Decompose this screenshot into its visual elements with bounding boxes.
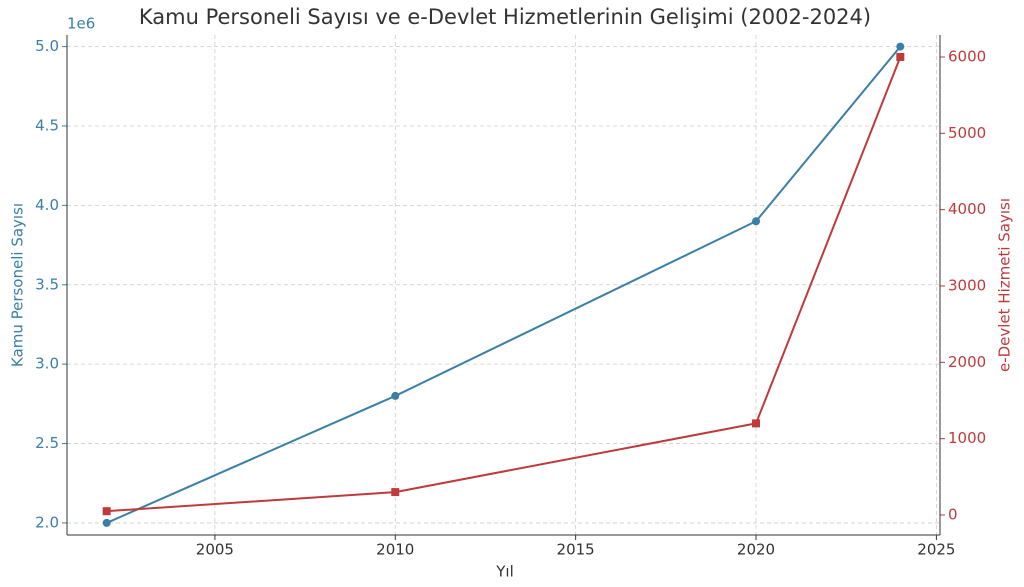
y2-tick-label: 2000 — [948, 353, 986, 371]
y2-axis-label: e-Devlet Hizmeti Sayısı — [996, 198, 1014, 372]
x-tick-label: 2025 — [917, 541, 955, 559]
marker — [896, 42, 905, 51]
y-tick-label: 3.5 — [35, 275, 59, 293]
y-tick-label: 2.5 — [35, 434, 59, 452]
marker — [752, 419, 761, 428]
marker — [102, 518, 111, 527]
y2-tick-label: 0 — [948, 506, 958, 524]
y2-tick-label: 3000 — [948, 276, 986, 294]
y-tick-label: 4.5 — [35, 116, 59, 134]
line — [106, 45, 902, 524]
x-tick-label: 2010 — [376, 541, 414, 559]
y-tick-label: 3.0 — [35, 355, 59, 373]
x-axis-label: Yıl — [495, 563, 514, 581]
y-tick-label: 4.0 — [35, 196, 59, 214]
y2-tick-label: 5000 — [948, 124, 986, 142]
y-tick-label: 5.0 — [35, 37, 59, 55]
y2-tick-label: 4000 — [948, 200, 986, 218]
marker — [391, 488, 400, 497]
marker — [391, 391, 400, 400]
y-offset-label: 1e6 — [67, 15, 95, 33]
y-axis-label: Kamu Personeli Sayısı — [9, 203, 27, 367]
x-tick-label: 2020 — [737, 541, 775, 559]
y-tick-label: 2.0 — [35, 513, 59, 531]
line — [106, 56, 902, 513]
marker — [896, 52, 905, 61]
y2-tick-label: 1000 — [948, 429, 986, 447]
x-tick-label: 2015 — [557, 541, 595, 559]
marker — [102, 507, 111, 516]
chart-title: Kamu Personeli Sayısı ve e-Devlet Hizmet… — [139, 5, 871, 29]
x-tick-label: 2005 — [196, 541, 234, 559]
y2-tick-label: 6000 — [948, 47, 986, 65]
marker — [752, 217, 761, 226]
